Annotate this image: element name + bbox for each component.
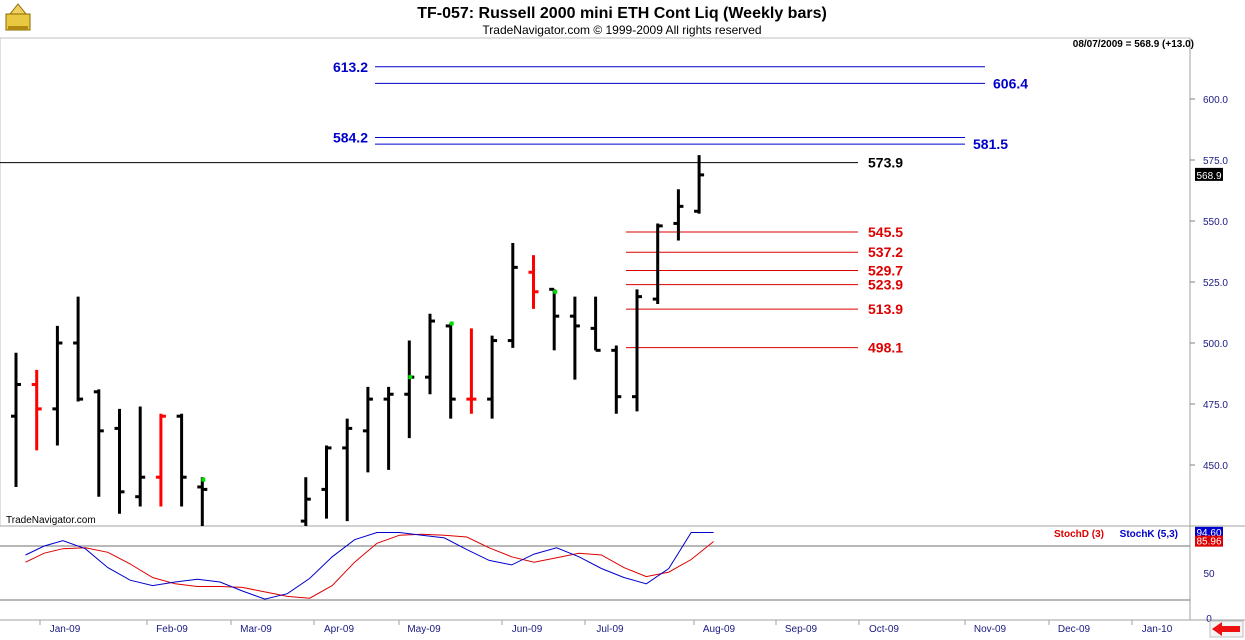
- level-label: 606.4: [993, 75, 1028, 91]
- green-signal-mark: [201, 477, 206, 482]
- level-label: 529.7: [868, 263, 903, 279]
- ohlc-bar: [135, 406, 146, 507]
- ohlc-bar: [507, 242, 518, 348]
- ohlc-bar: [342, 418, 353, 522]
- price-tick-label: 450.0: [1203, 461, 1228, 472]
- ohlc-bar: [549, 287, 560, 351]
- chart-title: TF-057: Russell 2000 mini ETH Cont Liq (…: [417, 5, 827, 22]
- level-label: 573.9: [868, 155, 903, 171]
- ohlc-bar: [383, 386, 394, 470]
- date-tick-label: Jul-09: [596, 624, 624, 635]
- ohlc-bar: [52, 325, 63, 446]
- ohlc-bar: [445, 323, 456, 419]
- date-tick-label: Dec-09: [1058, 624, 1091, 635]
- level-label: 613.2: [333, 59, 368, 75]
- level-label: 581.5: [973, 136, 1008, 152]
- last-price-label: 568.9: [1196, 171, 1221, 182]
- price-tick-label: 525.0: [1203, 278, 1228, 289]
- date-tick-label: Aug-09: [703, 624, 736, 635]
- price-tick-label: 600.0: [1203, 95, 1228, 106]
- date-tick-label: Jun-09: [512, 624, 543, 635]
- ohlc-bar: [73, 296, 84, 402]
- ohlc-bar: [528, 255, 539, 309]
- price-tick-label: 550.0: [1203, 217, 1228, 228]
- stoch-k-value: 94.60: [1196, 528, 1221, 539]
- date-tick-label: Nov-09: [974, 624, 1007, 635]
- ohlc-bar: [425, 313, 435, 395]
- level-label: 513.9: [868, 301, 903, 317]
- stoch-d-value: 85.96: [1196, 537, 1221, 548]
- ohlc-bars: [11, 155, 705, 526]
- stoch-series-line: [25, 533, 714, 599]
- ohlc-bar: [466, 328, 477, 414]
- ohlc-bar: [300, 477, 311, 526]
- date-tick-label: May-09: [407, 624, 441, 635]
- price-tick-label: 500.0: [1203, 339, 1228, 350]
- level-label: 537.2: [868, 244, 903, 260]
- date-tick-label: Apr-09: [324, 624, 354, 635]
- watermark: TradeNavigator.com: [6, 515, 96, 526]
- stoch-k-value-tag: [1195, 526, 1223, 538]
- price-panel-frame: [0, 37, 1191, 527]
- price-levels: 613.2 606.4 584.2 581.5 573.9 545.5 537.2 529.7…: [0, 59, 1028, 356]
- signal-marks: [201, 289, 558, 482]
- date-axis: Jan-09 Feb-09 Mar-09 Apr-09 May-09 Jun-09 Jul-…: [39, 620, 1173, 635]
- date-tick-label: Sep-09: [785, 624, 818, 635]
- ohlc-bar: [487, 335, 498, 419]
- stoch-d-value-tag: [1195, 535, 1223, 547]
- ohlc-bar: [31, 369, 42, 451]
- green-signal-mark: [553, 289, 558, 294]
- header-background: [0, 0, 1245, 38]
- date-tick-label: Oct-09: [869, 624, 899, 635]
- status-readout: 08/07/2009 = 568.9 (+13.0): [1073, 39, 1194, 50]
- green-signal-mark: [449, 321, 454, 326]
- ohlc-bar: [176, 413, 187, 507]
- ohlc-bar: [404, 340, 415, 439]
- last-price-tag: 568.9: [1195, 167, 1223, 182]
- date-tick-label: Jan-10: [1142, 624, 1173, 635]
- ohlc-bar: [197, 477, 208, 526]
- level-label: 584.2: [333, 130, 368, 146]
- ohlc-bar: [569, 296, 580, 380]
- ohlc-bar: [673, 189, 684, 241]
- price-tick-label: 475.0: [1203, 400, 1228, 411]
- level-label: 498.1: [868, 340, 903, 356]
- green-signal-mark: [408, 375, 413, 380]
- ohlc-bar: [114, 408, 125, 514]
- level-label: 523.9: [868, 277, 903, 293]
- scroll-left-arrow-icon[interactable]: [1209, 620, 1244, 638]
- price-axis: 450.0 475.0 500.0 525.0 550.0 575.0 600.0: [1190, 95, 1228, 472]
- legend-stoch-k: StochK (5,3): [1120, 529, 1178, 540]
- ohlc-bar: [611, 345, 622, 414]
- stoch-series-line: [25, 532, 714, 600]
- ohlc-bar: [93, 389, 104, 497]
- date-tick-label: Jan-09: [50, 624, 81, 635]
- trade-navigator-logo-icon: [5, 3, 31, 31]
- ohlc-bar: [652, 223, 663, 304]
- ohlc-bar: [590, 296, 601, 352]
- ohlc-bar: [632, 289, 642, 412]
- ohlc-bar: [694, 155, 705, 214]
- date-tick-label: Mar-09: [240, 624, 272, 635]
- stoch-tick-label: 0: [1206, 614, 1212, 625]
- ohlc-bar: [321, 445, 332, 519]
- date-tick-label: Feb-09: [156, 624, 188, 635]
- legend-stoch-d: StochD (3): [1054, 529, 1104, 540]
- price-tick-label: 575.0: [1203, 156, 1228, 167]
- ohlc-bar: [155, 413, 166, 507]
- level-label: 545.5: [868, 224, 903, 240]
- stoch-tick-label: 50: [1203, 569, 1215, 580]
- ohlc-bar: [362, 386, 373, 473]
- ohlc-bar: [11, 352, 21, 487]
- chart-header: TF-057: Russell 2000 mini ETH Cont Liq (…: [0, 0, 1245, 38]
- chart-subtitle: TradeNavigator.com © 1999-2009 All right…: [482, 23, 761, 37]
